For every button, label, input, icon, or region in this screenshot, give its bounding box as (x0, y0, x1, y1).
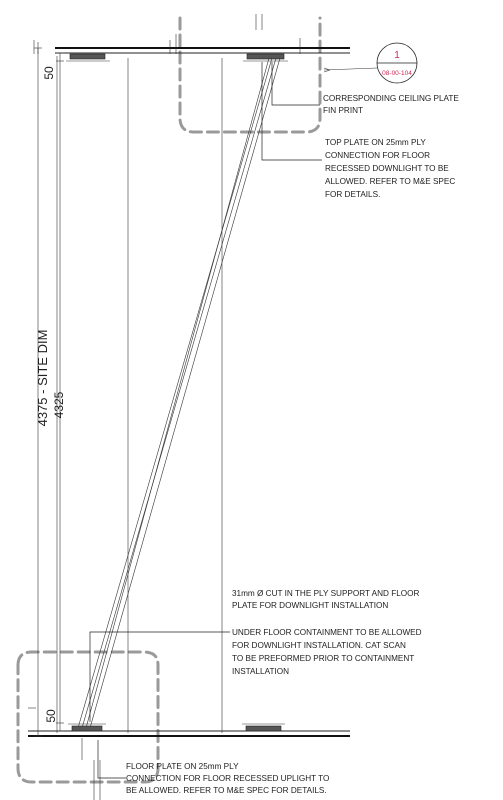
partition-lines (56, 56, 223, 733)
svg-text:FIN PRINT: FIN PRINT (323, 106, 363, 115)
dim-top-offset: 50 (42, 66, 56, 80)
section-marker-number: 1 (394, 50, 400, 61)
dim-overall: 4375 - SITE DIM (35, 330, 50, 427)
svg-text:31mm Ø CUT IN THE PLY SUPPORT: 31mm Ø CUT IN THE PLY SUPPORT AND FLOOR (232, 589, 420, 598)
floor-plate-left (68, 723, 106, 732)
note-cut: 31mm Ø CUT IN THE PLY SUPPORT AND FLOOR … (232, 589, 420, 610)
revision-cloud-top (178, 16, 322, 134)
svg-text:INSTALLATION: INSTALLATION (232, 667, 289, 676)
dimension-lines (28, 47, 64, 737)
svg-text:CONNECTION FOR FLOOR: CONNECTION FOR FLOOR (325, 151, 430, 160)
leader-lines (89, 62, 322, 779)
note-top-plate: TOP PLATE ON 25mm PLY CONNECTION FOR FLO… (325, 138, 455, 199)
section-marker-sheet-ref: 08-00-104 (382, 70, 412, 77)
top-plate-left (66, 53, 110, 62)
note-ceiling-plate: CORRESPONDING CEILING PLATE FIN PRINT (323, 94, 459, 115)
svg-text:FLOOR PLATE ON 25mm PLY: FLOOR PLATE ON 25mm PLY (126, 762, 239, 771)
note-floor-plate: FLOOR PLATE ON 25mm PLY CONNECTION FOR F… (126, 762, 329, 795)
svg-text:FOR DOWNLIGHT INSTALLATION. C: FOR DOWNLIGHT INSTALLATION. CAT SCAN (232, 641, 406, 650)
dim-bottom-offset: 50 (44, 709, 58, 723)
svg-text:CORRESPONDING CEILING PLATE: CORRESPONDING CEILING PLATE (323, 94, 459, 103)
svg-text:BE ALLOWED. REFER TO M&E SPEC: BE ALLOWED. REFER TO M&E SPEC FOR DETAIL… (126, 786, 327, 795)
svg-text:PLATE FOR DOWNLIGHT INSTALLATI: PLATE FOR DOWNLIGHT INSTALLATION (232, 601, 388, 610)
svg-text:CONNECTION FOR FLOOR RECESSED: CONNECTION FOR FLOOR RECESSED UPLIGHT TO (126, 774, 329, 783)
svg-text:RECESSED DOWNLIGHT TO BE: RECESSED DOWNLIGHT TO BE (325, 164, 449, 173)
revision-cloud-bottom (16, 650, 160, 784)
svg-text:UNDER FLOOR CONTAINMENT TO BE: UNDER FLOOR CONTAINMENT TO BE ALLOWED (232, 628, 422, 637)
svg-text:TO BE PREFORMED PRIOR TO CONTA: TO BE PREFORMED PRIOR TO CONTAINMENT (232, 654, 414, 663)
svg-text:ALLOWED. REFER TO M&E SPEC: ALLOWED. REFER TO M&E SPEC (325, 177, 455, 186)
svg-text:TOP PLATE ON 25mm PLY: TOP PLATE ON 25mm PLY (325, 138, 426, 147)
floor-plate-right (242, 723, 285, 732)
top-plate-right (243, 53, 288, 62)
ceiling-slab (33, 14, 350, 54)
section-marker (323, 42, 418, 84)
dim-clear: 4325 (52, 391, 66, 418)
note-under-floor: UNDER FLOOR CONTAINMENT TO BE ALLOWED FO… (232, 628, 422, 676)
svg-text:FOR DETAILS.: FOR DETAILS. (325, 190, 380, 199)
diagonal-braces (77, 57, 281, 729)
